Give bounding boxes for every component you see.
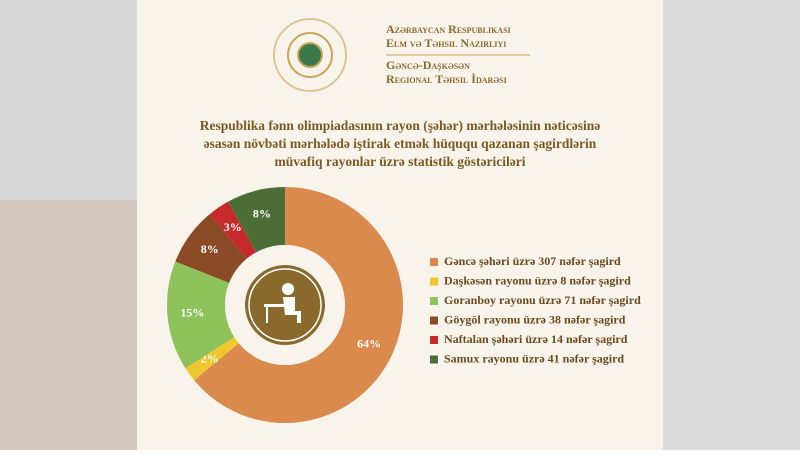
- value-label: 15%: [180, 306, 204, 320]
- donut-slice: [209, 201, 257, 259]
- legend-swatch: [430, 277, 438, 286]
- legend-label: Daşkəsən rayonu üzrə 8 nəfər şagird: [444, 273, 631, 287]
- legend-swatch: [430, 316, 438, 325]
- legend-label: Göygöl rayonu üzrə 38 nəfər şagird: [444, 312, 626, 326]
- title-line: Respublika fənn olimpiadasının rayon (şə…: [200, 118, 601, 133]
- legend-label: Gəncə şəhəri üzrə 307 nəfər şagird: [444, 254, 621, 268]
- value-label: 8%: [201, 242, 219, 256]
- logo: [273, 18, 347, 92]
- legend-label: Samux rayonu üzrə 41 nəfər şagird: [444, 351, 624, 365]
- donut-slice: [185, 337, 239, 381]
- donut-slice: [228, 187, 285, 253]
- office-line: Gəncə-Daşkəsən: [386, 58, 470, 72]
- center-icon: [245, 265, 325, 345]
- legend-swatch: [430, 355, 438, 364]
- legend-swatch: [430, 297, 438, 305]
- legend-label: Goranboy rayonu üzrə 71 nəfər şagird: [444, 293, 641, 307]
- donut-slice: [175, 214, 247, 283]
- blurred-side: [663, 0, 800, 450]
- donut-slice: [166, 261, 235, 369]
- title-line: əsasən növbəti mərhələdə iştirak etmək h…: [204, 136, 597, 151]
- ministry-line: Azərbaycan Respublikası: [386, 22, 511, 36]
- donut-slice: [194, 187, 403, 424]
- office-line: Regional Təhsil İdarəsi: [386, 72, 507, 86]
- legend-swatch: [430, 258, 438, 266]
- value-label: 64%: [357, 336, 381, 350]
- legend-label: Naftalan şəhəri üzrə 14 nəfər şagird: [444, 332, 628, 346]
- ministry-line: Elm və Təhsil Nazirliyi: [386, 36, 506, 50]
- value-label: 3%: [224, 220, 242, 234]
- legend-swatch: [430, 336, 438, 344]
- title-line: müvafiq rayonlar üzrə statistik göstəric…: [275, 154, 526, 169]
- blurred-side: [0, 200, 137, 450]
- value-label: 8%: [253, 207, 271, 221]
